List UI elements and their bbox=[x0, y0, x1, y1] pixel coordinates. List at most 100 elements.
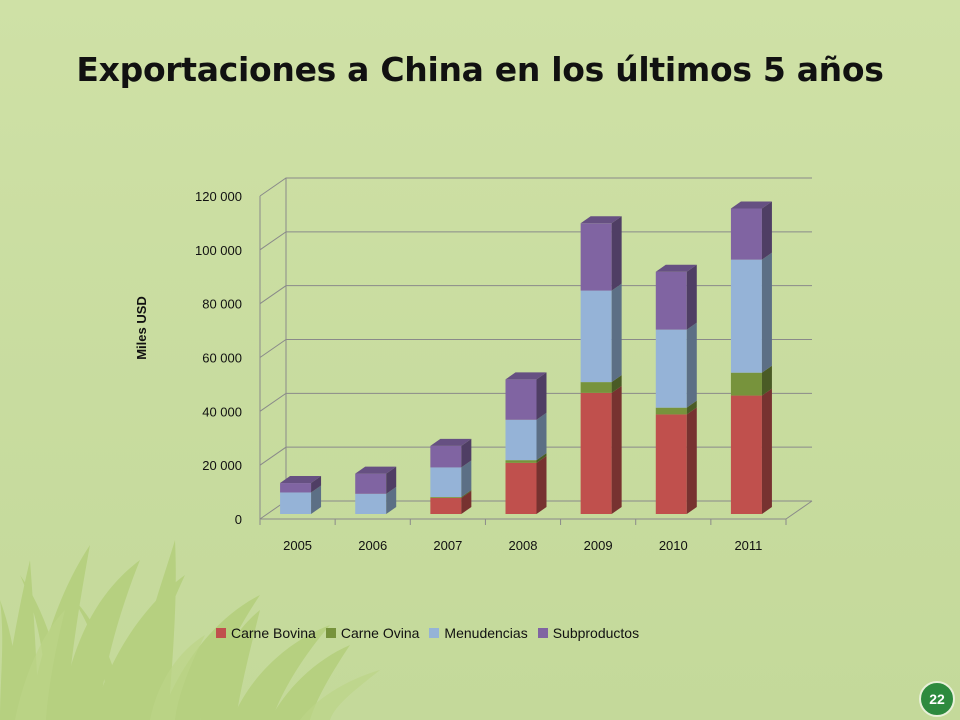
bar-stack-2009 bbox=[580, 216, 622, 514]
y-tick-label: 40 000 bbox=[202, 404, 242, 419]
legend-label: Carne Ovina bbox=[340, 625, 420, 641]
gridline bbox=[259, 446, 812, 466]
bar-segment-carne-ovina bbox=[655, 400, 697, 415]
legend-swatch bbox=[537, 628, 548, 638]
bar-segment-subproductos bbox=[430, 438, 472, 468]
bar-segment-carne-bovina bbox=[580, 385, 622, 514]
bar-front bbox=[655, 407, 687, 415]
bar-top bbox=[505, 372, 547, 380]
bar-front bbox=[505, 462, 537, 514]
bar-segment-menudencias bbox=[655, 322, 697, 408]
bar-front bbox=[580, 392, 612, 514]
gridline bbox=[259, 177, 812, 197]
bar-segment-subproductos bbox=[505, 372, 547, 420]
bar-front bbox=[730, 372, 762, 396]
bar-side bbox=[686, 264, 697, 330]
bar-front bbox=[730, 395, 762, 514]
bar-front bbox=[280, 492, 312, 514]
bar-front bbox=[655, 414, 687, 514]
bar-side bbox=[311, 476, 322, 493]
bar-segment-subproductos bbox=[655, 264, 697, 330]
gridline bbox=[259, 392, 812, 412]
bar-segment-menudencias bbox=[280, 485, 322, 514]
bar-side bbox=[761, 365, 772, 396]
bar-side bbox=[461, 490, 472, 514]
bar-side bbox=[536, 372, 547, 420]
bar-side bbox=[536, 455, 547, 514]
legend-item: Subproductos bbox=[537, 625, 640, 641]
x-tick-label: 2006 bbox=[358, 538, 387, 553]
bar-side bbox=[611, 283, 622, 383]
bar-side bbox=[686, 400, 697, 415]
legend-swatch bbox=[429, 628, 440, 638]
bar-front bbox=[505, 460, 537, 463]
bar-side bbox=[686, 407, 697, 514]
legend-swatch bbox=[325, 628, 336, 638]
x-tick-label: 2010 bbox=[659, 538, 688, 553]
bar-side bbox=[536, 412, 547, 461]
legend-label: Subproductos bbox=[552, 625, 640, 641]
page-number-badge: 22 bbox=[919, 681, 955, 717]
x-tick-label: 2011 bbox=[734, 538, 762, 553]
chart-y-ticks: 0 20 000 40 000 60 000 80 000 100 000 120 000 bbox=[195, 189, 242, 527]
gridline bbox=[259, 339, 812, 358]
bar-segment-menudencias bbox=[430, 460, 472, 498]
x-tick-label: 2007 bbox=[433, 538, 462, 553]
chart-x-ticks: 2005 2006 2007 2008 2009 2010 2011 bbox=[259, 519, 787, 553]
bar-segment-subproductos bbox=[730, 201, 772, 260]
bar-side bbox=[386, 486, 397, 514]
bar-side bbox=[461, 490, 472, 498]
bar-segment-menudencias bbox=[730, 252, 772, 373]
bar-side bbox=[311, 485, 322, 514]
bar-side bbox=[761, 252, 772, 373]
x-tick-label: 2009 bbox=[584, 538, 613, 553]
bar-side bbox=[386, 466, 397, 494]
bar-front bbox=[580, 223, 612, 291]
bar-front bbox=[280, 483, 312, 493]
chart-legend: Carne Bovina Carne Ovina Menudencias Subpro… bbox=[216, 623, 639, 643]
bar-segment-carne-ovina bbox=[505, 453, 547, 463]
bar-stack-2010 bbox=[655, 264, 697, 514]
bar-segment-carne-bovina bbox=[655, 407, 697, 514]
bar-stack-2005 bbox=[280, 476, 322, 514]
y-tick-label: 80 000 bbox=[202, 297, 242, 312]
legend-swatch bbox=[216, 628, 226, 638]
bar-front bbox=[430, 467, 462, 498]
bar-side bbox=[761, 388, 772, 514]
chart-gridlines bbox=[259, 177, 812, 520]
bar-segment-subproductos bbox=[580, 216, 622, 291]
bar-front bbox=[655, 329, 687, 408]
bar-front bbox=[655, 271, 687, 330]
bar-top bbox=[580, 216, 622, 224]
bar-front bbox=[505, 419, 537, 461]
page-title: Exportaciones a China en los últimos 5 a… bbox=[76, 50, 884, 89]
bar-front bbox=[730, 259, 762, 373]
y-tick-label: 0 bbox=[235, 512, 242, 527]
bar-segment-menudencias bbox=[580, 283, 622, 383]
bar-side bbox=[611, 385, 622, 514]
bar-segment-menudencias bbox=[505, 412, 547, 461]
bar-front bbox=[430, 497, 462, 514]
bar-segment-carne-bovina bbox=[730, 388, 772, 514]
bar-front bbox=[430, 445, 462, 468]
x-tick-label: 2008 bbox=[509, 538, 538, 553]
bar-side bbox=[611, 216, 622, 291]
legend-label: Menudencias bbox=[444, 625, 528, 641]
legend-label: Carne Bovina bbox=[231, 625, 316, 641]
floor-side-edge bbox=[785, 500, 813, 520]
bar-top bbox=[730, 201, 772, 209]
bar-side bbox=[461, 438, 472, 468]
bar-top bbox=[280, 476, 322, 484]
legend-item: Carne Ovina bbox=[325, 625, 420, 641]
bar-side bbox=[611, 375, 622, 393]
y-tick-label: 60 000 bbox=[202, 351, 242, 366]
bar-segment-subproductos bbox=[280, 476, 322, 493]
bar-top bbox=[655, 264, 697, 272]
bar-front bbox=[580, 382, 612, 393]
gridline bbox=[259, 231, 812, 251]
bar-front bbox=[580, 290, 612, 383]
x-tick-label: 2005 bbox=[283, 538, 312, 553]
bar-front bbox=[730, 208, 762, 260]
y-axis-title: Miles USD bbox=[134, 296, 149, 360]
bar-stack-2007 bbox=[430, 438, 472, 514]
